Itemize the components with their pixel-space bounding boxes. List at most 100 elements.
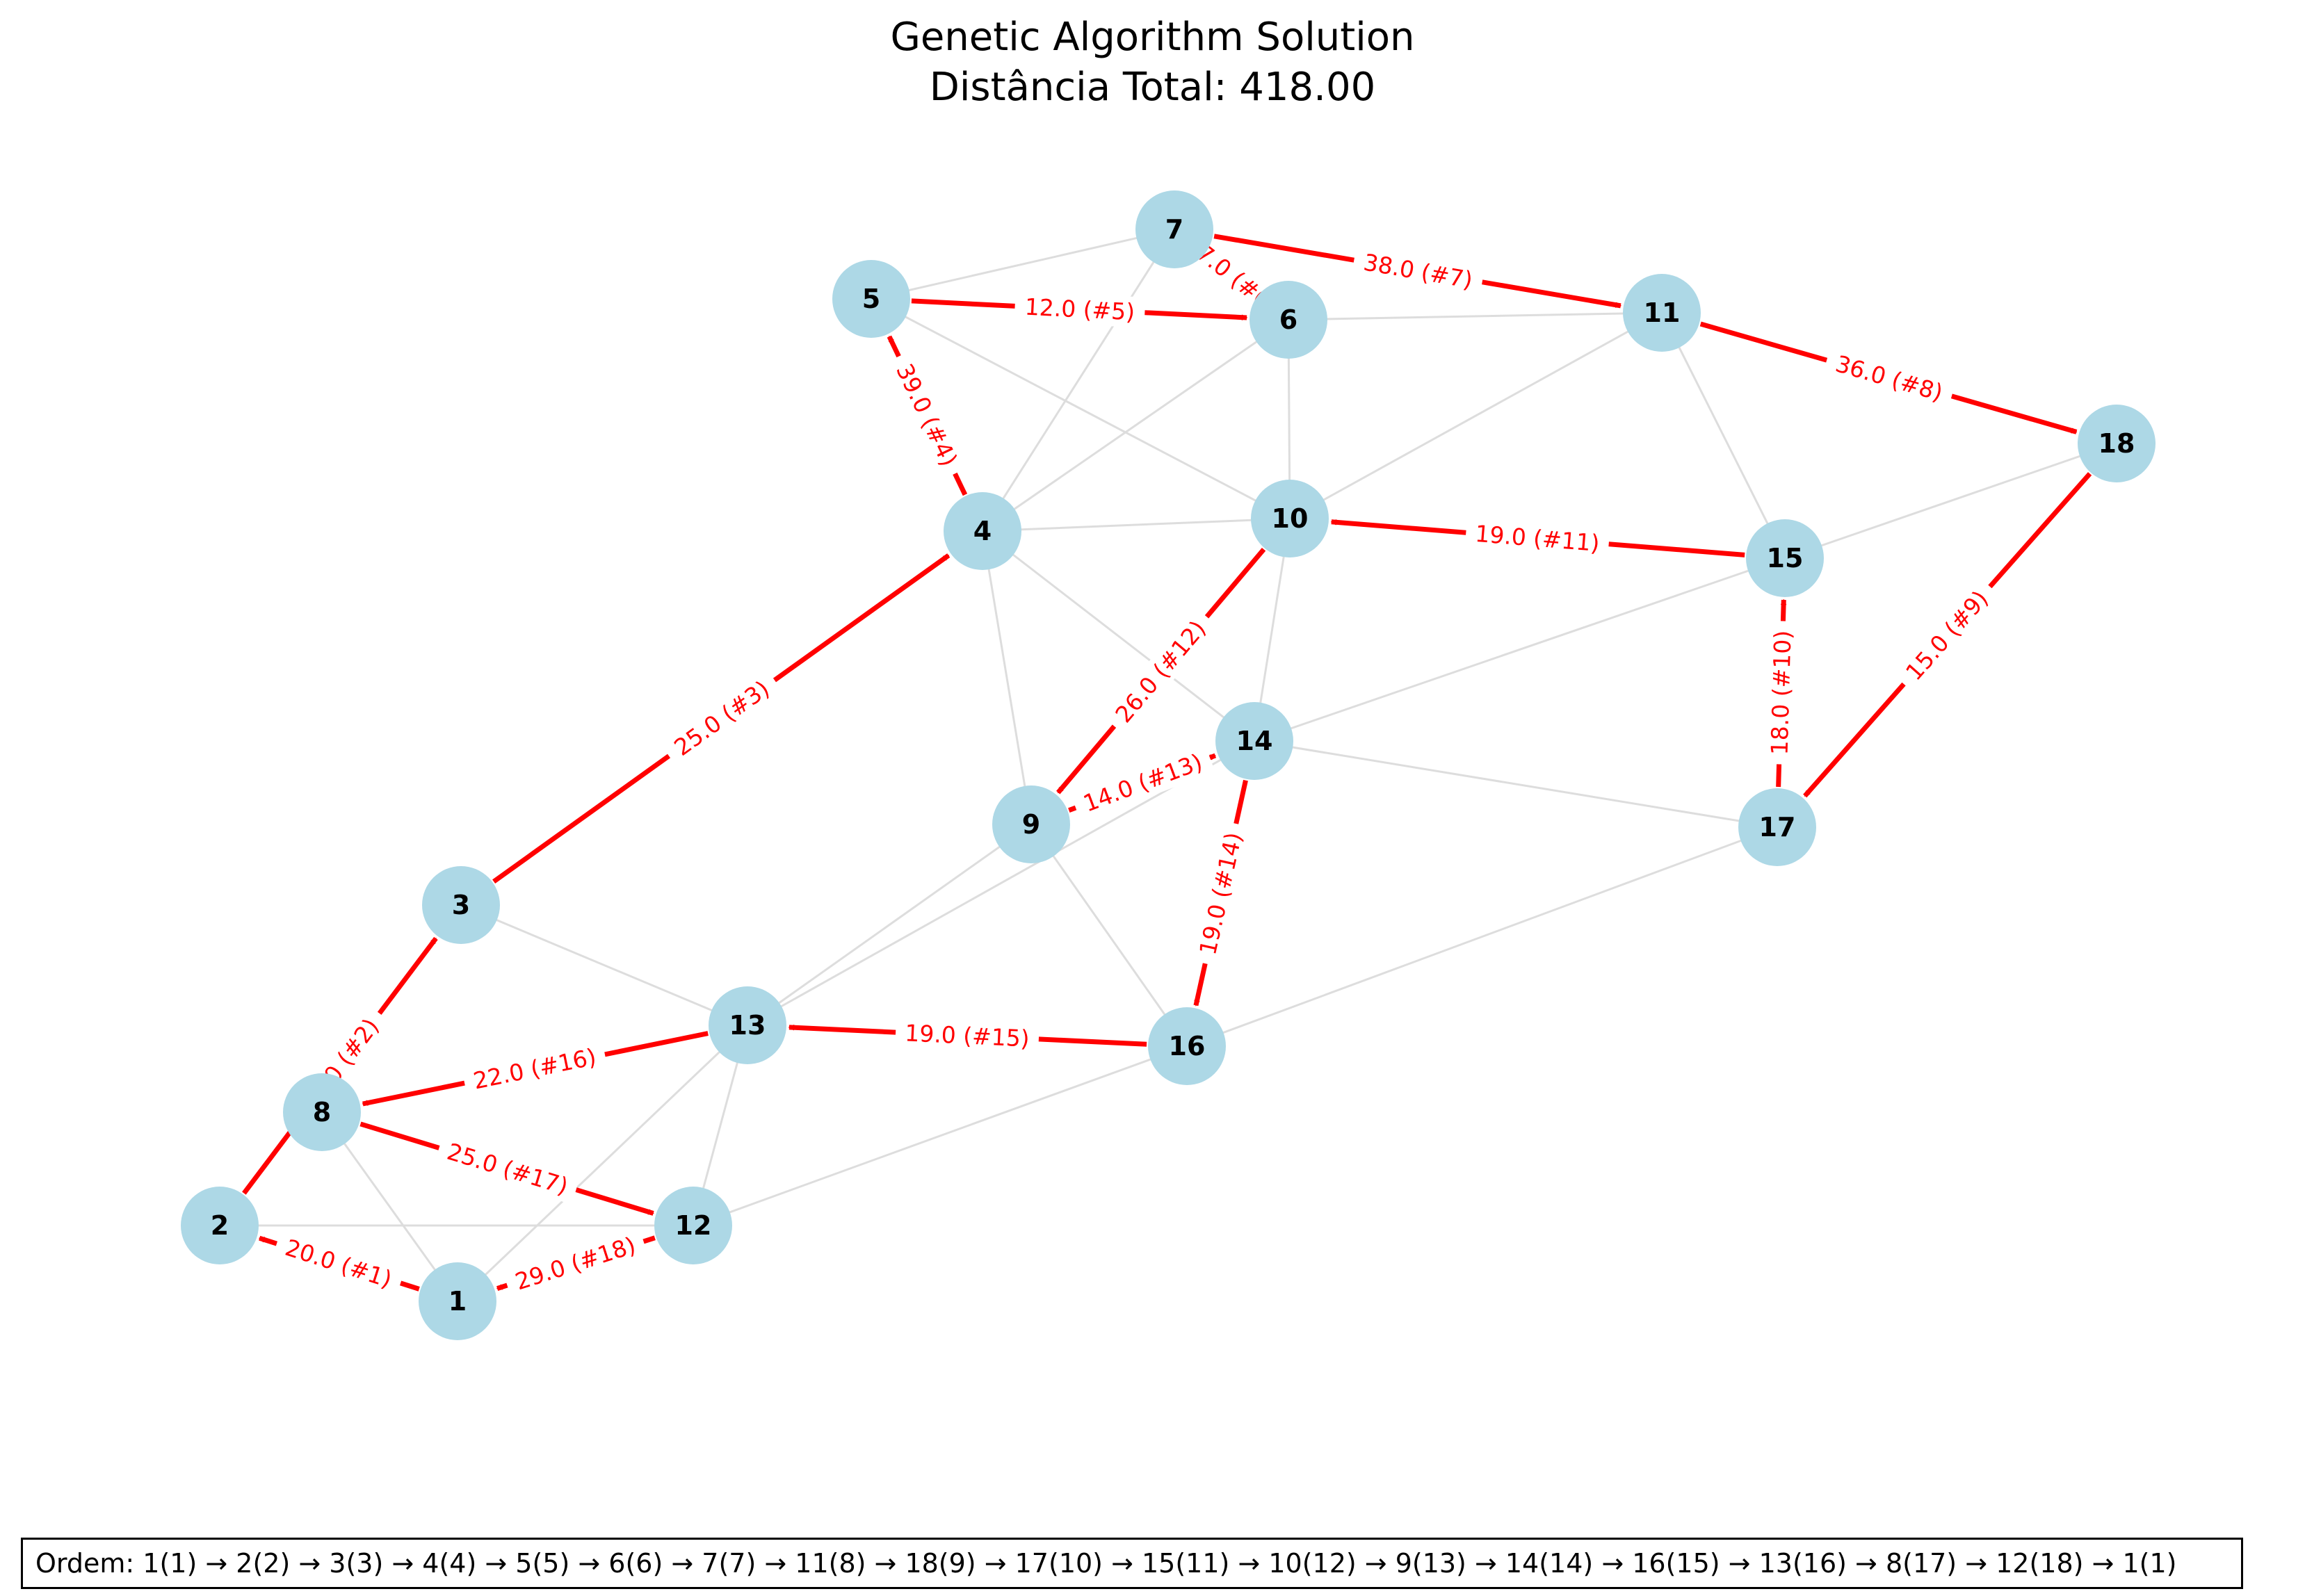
route-edge-label-bg — [660, 667, 784, 769]
route-edge-label-text: 14.0 (#13) — [1080, 748, 1206, 817]
node-circle — [422, 866, 500, 944]
route-edge-label-bg — [1070, 743, 1215, 822]
node-18: 18 — [2078, 405, 2156, 482]
node-label: 1 — [448, 1286, 467, 1317]
node-label: 13 — [729, 1010, 766, 1041]
node-13: 13 — [709, 986, 786, 1064]
node-label: 8 — [313, 1097, 331, 1127]
node-7: 7 — [1135, 190, 1213, 268]
route-edge-label-18-17: 15.0 (#9) — [1892, 576, 2002, 694]
route-edge-label-8-12: 25.0 (#17) — [435, 1133, 581, 1205]
node-circle — [1746, 519, 1824, 597]
node-8: 8 — [283, 1073, 361, 1151]
route-edge-label-11-18: 36.0 (#8) — [1822, 345, 1956, 411]
background-edge-13-9 — [747, 823, 1032, 1027]
route-edge-label-bg — [1190, 820, 1252, 967]
route-edge-label-bg — [502, 1227, 649, 1300]
node-12: 12 — [654, 1187, 732, 1264]
node-circle — [832, 260, 910, 338]
node-11: 11 — [1623, 274, 1701, 352]
node-circle — [283, 1073, 361, 1151]
node-circle — [1251, 480, 1329, 557]
route-edge-label-text: 19.0 (#15) — [904, 1019, 1030, 1052]
background-edge-12-16 — [693, 1045, 1188, 1227]
route-edge-label-1-2: 20.0 (#1) — [272, 1229, 405, 1298]
node-label: 9 — [1022, 809, 1040, 840]
route-edge-label-17-15: 18.0 (#10) — [1763, 620, 1799, 765]
node-10: 10 — [1251, 480, 1329, 557]
route-edge-label-text: 36.0 (#8) — [1833, 350, 1946, 406]
background-edge-5-7 — [871, 228, 1175, 300]
background-edge-5-10 — [871, 298, 1291, 520]
node-circle — [1148, 1007, 1226, 1085]
background-edge-3-13 — [460, 904, 748, 1027]
route-edge-label-bg — [1464, 517, 1610, 560]
node-label: 4 — [973, 516, 992, 546]
background-edge-17-16 — [1186, 826, 1778, 1048]
node-label: 16 — [1169, 1031, 1206, 1061]
node-label: 11 — [1644, 298, 1681, 328]
route-edge-label-text: 15.0 (#9) — [1900, 585, 1993, 685]
route-edge-label-bg — [1351, 245, 1485, 298]
node-label: 18 — [2098, 428, 2135, 459]
node-circle — [1623, 274, 1701, 352]
background-edge-4-14 — [982, 530, 1255, 742]
title-line-2: Distância Total: 418.00 — [929, 65, 1376, 110]
route-edge-label-5-6: 12.0 (#5) — [1014, 291, 1146, 328]
background-edge-15-14 — [1254, 557, 1786, 742]
route-edge-label-text: 38.0 (#7) — [1361, 248, 1475, 293]
node-3: 3 — [422, 866, 500, 944]
node-circle — [944, 492, 1021, 570]
node-circle — [709, 986, 786, 1064]
route-edge-label-3-4: 25.0 (#3) — [660, 667, 784, 769]
background-edge-1-13 — [456, 1024, 749, 1303]
node-16: 16 — [1148, 1007, 1226, 1085]
route-edge-label-10-9: 26.0 (#12) — [1102, 607, 1219, 736]
route-edge-label-text: 18.0 (#10) — [1765, 630, 1796, 755]
node-label: 15 — [1767, 543, 1804, 573]
node-circle — [1135, 190, 1213, 268]
background-edge-4-7 — [981, 229, 1176, 532]
route-order-legend: Ordem: 1(1) → 2(2) → 3(3) → 4(4) → 5(5) … — [21, 1538, 2243, 1589]
node-15: 15 — [1746, 519, 1824, 597]
route-edge-label-bg — [895, 1017, 1040, 1054]
node-label: 3 — [452, 890, 470, 920]
node-label: 10 — [1272, 503, 1309, 534]
route-edge-label-bg — [272, 1229, 405, 1298]
route-edge-label-text: 20.0 (#1) — [282, 1234, 396, 1293]
route-edge-label-bg — [884, 350, 969, 480]
route-edge-label-text: 25.0 (#3) — [669, 675, 774, 761]
route-edge-labels: 20.0 (#1)20.0 (#2)25.0 (#3)39.0 (#4)12.0… — [272, 222, 2002, 1300]
route-edge-label-bg — [1822, 345, 1956, 411]
background-edge-11-15 — [1660, 312, 1786, 559]
node-label: 2 — [211, 1210, 229, 1241]
node-9: 9 — [992, 785, 1070, 863]
background-edge-4-10 — [982, 517, 1291, 532]
route-edge-label-text: 25.0 (#17) — [444, 1138, 572, 1200]
background-edge-10-11 — [1289, 311, 1663, 520]
route-edge-label-text: 22.0 (#16) — [471, 1043, 599, 1094]
node-circle — [1738, 788, 1816, 866]
background-edge-4-6 — [982, 318, 1289, 532]
route-edge-label-text: 12.0 (#5) — [1024, 293, 1135, 326]
node-2: 2 — [181, 1187, 259, 1264]
background-edge-14-17 — [1254, 740, 1778, 829]
node-label: 14 — [1236, 726, 1273, 756]
background-edge-6-11 — [1288, 311, 1663, 321]
node-circle — [419, 1262, 496, 1340]
node-circle — [2078, 405, 2156, 482]
node-label: 5 — [862, 284, 880, 314]
node-circle — [181, 1187, 259, 1264]
node-4: 4 — [944, 492, 1021, 570]
chart-title: Genetic Algorithm Solution Distância Tot… — [0, 13, 2305, 113]
route-edge-label-16-13: 19.0 (#15) — [895, 1017, 1040, 1054]
node-label: 17 — [1759, 812, 1796, 842]
background-edge-9-16 — [1030, 824, 1188, 1047]
route-edge-label-14-16: 19.0 (#14) — [1190, 820, 1252, 967]
node-circle — [1215, 702, 1293, 780]
background-edge-9-4 — [981, 530, 1033, 825]
route-edge-label-text: 19.0 (#14) — [1194, 830, 1247, 958]
node-5: 5 — [832, 260, 910, 338]
node-1: 1 — [419, 1262, 496, 1340]
